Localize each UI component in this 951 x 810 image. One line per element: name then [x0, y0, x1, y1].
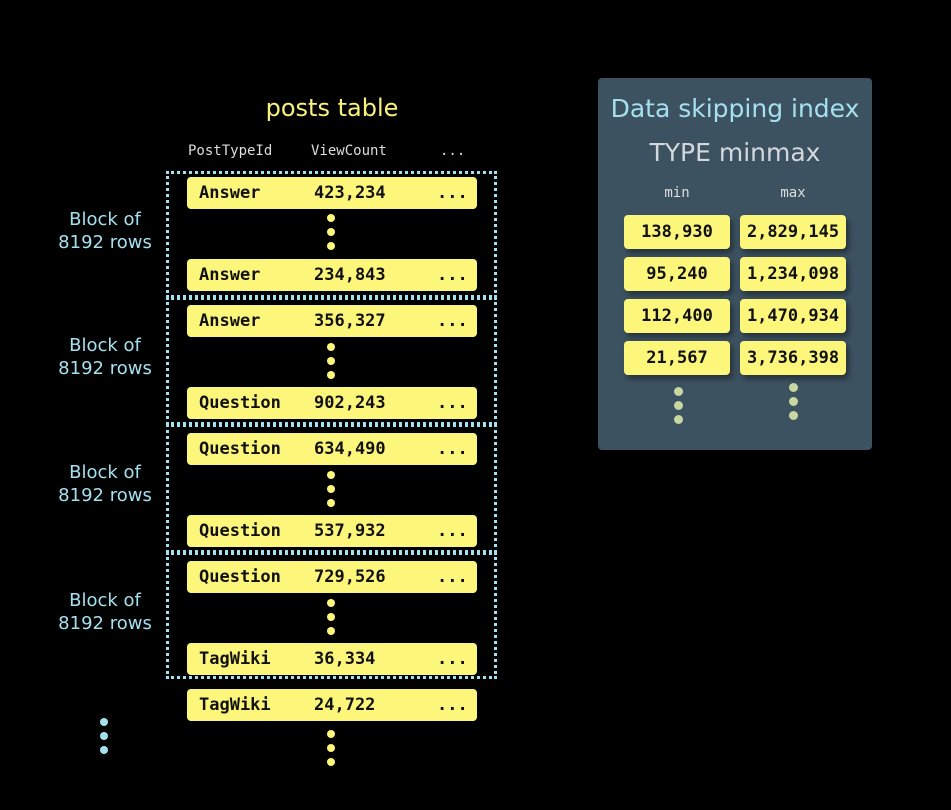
ellipsis-dot: [327, 627, 335, 635]
row-more: ...: [437, 567, 468, 587]
block-border: [166, 297, 497, 425]
row-views: 356,327: [314, 311, 386, 331]
ellipsis-dot: [327, 242, 335, 250]
index-min-cell: 138,930: [624, 215, 730, 249]
column-header-posttypeid: PostTypeId: [188, 143, 273, 159]
index-max-cell: 1,234,098: [740, 257, 846, 291]
index-ellipsis-dot: [674, 387, 683, 396]
row-type: Question: [199, 521, 281, 541]
index-ellipsis-dot: [674, 401, 683, 410]
ellipsis-dot: [327, 214, 335, 222]
index-min-cell: 112,400: [624, 299, 730, 333]
ellipsis-dot: [327, 499, 335, 507]
ellipsis-dot: [327, 343, 335, 351]
index-min-cell: 21,567: [624, 341, 730, 375]
index-ellipsis-dot: [789, 411, 798, 420]
table-row: Answer 356,327...: [187, 305, 477, 337]
row-views: 902,243: [314, 393, 386, 413]
table-row: TagWiki 24,722...: [187, 689, 477, 721]
row-more: ...: [437, 439, 468, 459]
column-header-more: ...: [440, 143, 466, 159]
ellipsis-dot: [327, 357, 335, 365]
table-row: TagWiki 36,334...: [187, 643, 477, 675]
row-more: ...: [437, 649, 468, 669]
block-label: Block of 8192 rows: [58, 462, 152, 506]
more-blocks-dot: [100, 746, 108, 754]
row-views: 423,234: [314, 183, 386, 203]
ellipsis-dot: [327, 228, 335, 236]
row-type: Answer: [199, 311, 261, 331]
table-row: Answer 423,234...: [187, 177, 477, 209]
index-ellipsis-dot: [789, 383, 798, 392]
row-more: ...: [437, 393, 468, 413]
table-row: Question 902,243...: [187, 387, 477, 419]
table-row: Question 729,526...: [187, 561, 477, 593]
index-max-cell: 2,829,145: [740, 215, 846, 249]
ellipsis-dot: [327, 744, 335, 752]
row-more: ...: [437, 183, 468, 203]
block-border: [166, 424, 497, 553]
row-views: 234,843: [314, 265, 386, 285]
row-views: 36,334: [314, 649, 376, 669]
more-blocks-dot: [100, 732, 108, 740]
max-header: max: [780, 185, 806, 201]
block-label: Block of 8192 rows: [58, 590, 152, 634]
ellipsis-dot: [327, 599, 335, 607]
row-views: 729,526: [314, 567, 386, 587]
row-more: ...: [437, 311, 468, 331]
min-header: min: [664, 185, 690, 201]
row-views: 24,722: [314, 695, 376, 715]
block-label: Block of 8192 rows: [58, 209, 152, 253]
ellipsis-dot: [327, 485, 335, 493]
row-type: Question: [199, 567, 281, 587]
row-type: Question: [199, 393, 281, 413]
row-more: ...: [437, 521, 468, 541]
ellipsis-dot: [327, 730, 335, 738]
index-max-cell: 1,470,934: [740, 299, 846, 333]
table-title: posts table: [265, 94, 399, 122]
ellipsis-dot: [327, 471, 335, 479]
row-type: Answer: [199, 265, 261, 285]
index-ellipsis-dot: [789, 397, 798, 406]
table-row: Answer 234,843...: [187, 259, 477, 291]
index-subtitle: TYPE minmax: [649, 138, 821, 167]
ellipsis-dot: [327, 371, 335, 379]
row-type: Question: [199, 439, 281, 459]
row-type: TagWiki: [199, 695, 271, 715]
row-more: ...: [437, 265, 468, 285]
column-header-viewcount: ViewCount: [311, 143, 387, 159]
index-max-cell: 3,736,398: [740, 341, 846, 375]
more-blocks-dot: [100, 718, 108, 726]
ellipsis-dot: [327, 613, 335, 621]
table-row: Question 537,932...: [187, 515, 477, 547]
row-type: Answer: [199, 183, 261, 203]
index-min-cell: 95,240: [624, 257, 730, 291]
block-label: Block of 8192 rows: [58, 335, 152, 379]
row-type: TagWiki: [199, 649, 271, 669]
row-views: 537,932: [314, 521, 386, 541]
block-border: [166, 171, 497, 298]
row-views: 634,490: [314, 439, 386, 459]
index-ellipsis-dot: [674, 415, 683, 424]
index-title: Data skipping index: [610, 94, 860, 123]
table-row: Question 634,490...: [187, 433, 477, 465]
row-more: ...: [437, 695, 468, 715]
block-border: [166, 552, 497, 679]
ellipsis-dot: [327, 758, 335, 766]
